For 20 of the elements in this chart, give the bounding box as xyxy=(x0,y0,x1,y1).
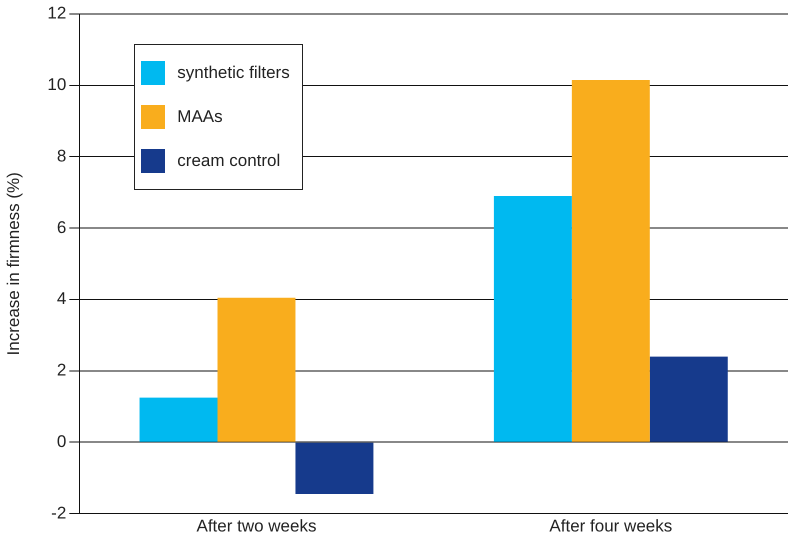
y-tick-label: 12 xyxy=(47,4,66,23)
y-tick-label: 4 xyxy=(56,289,66,308)
legend-label: MAAs xyxy=(177,107,223,127)
y-tick-label: 2 xyxy=(56,360,66,380)
y-axis-title: Increase in firmness (%) xyxy=(4,172,23,356)
y-tick-label: 10 xyxy=(47,75,66,94)
y-tick-label: 0 xyxy=(56,432,66,451)
bar xyxy=(218,298,296,442)
legend-label: synthetic filters xyxy=(177,63,290,83)
y-tick-label: 8 xyxy=(56,146,66,166)
bar xyxy=(494,196,572,442)
bar xyxy=(572,80,650,442)
bar xyxy=(650,356,728,442)
y-tick-label: -2 xyxy=(51,503,66,522)
legend-label: cream control xyxy=(177,151,280,171)
bar xyxy=(295,442,374,494)
x-tick-label: After two weeks xyxy=(196,516,316,536)
x-tick-label: After four weeks xyxy=(549,516,672,536)
bar xyxy=(140,398,218,442)
y-tick-label: 6 xyxy=(56,218,66,237)
